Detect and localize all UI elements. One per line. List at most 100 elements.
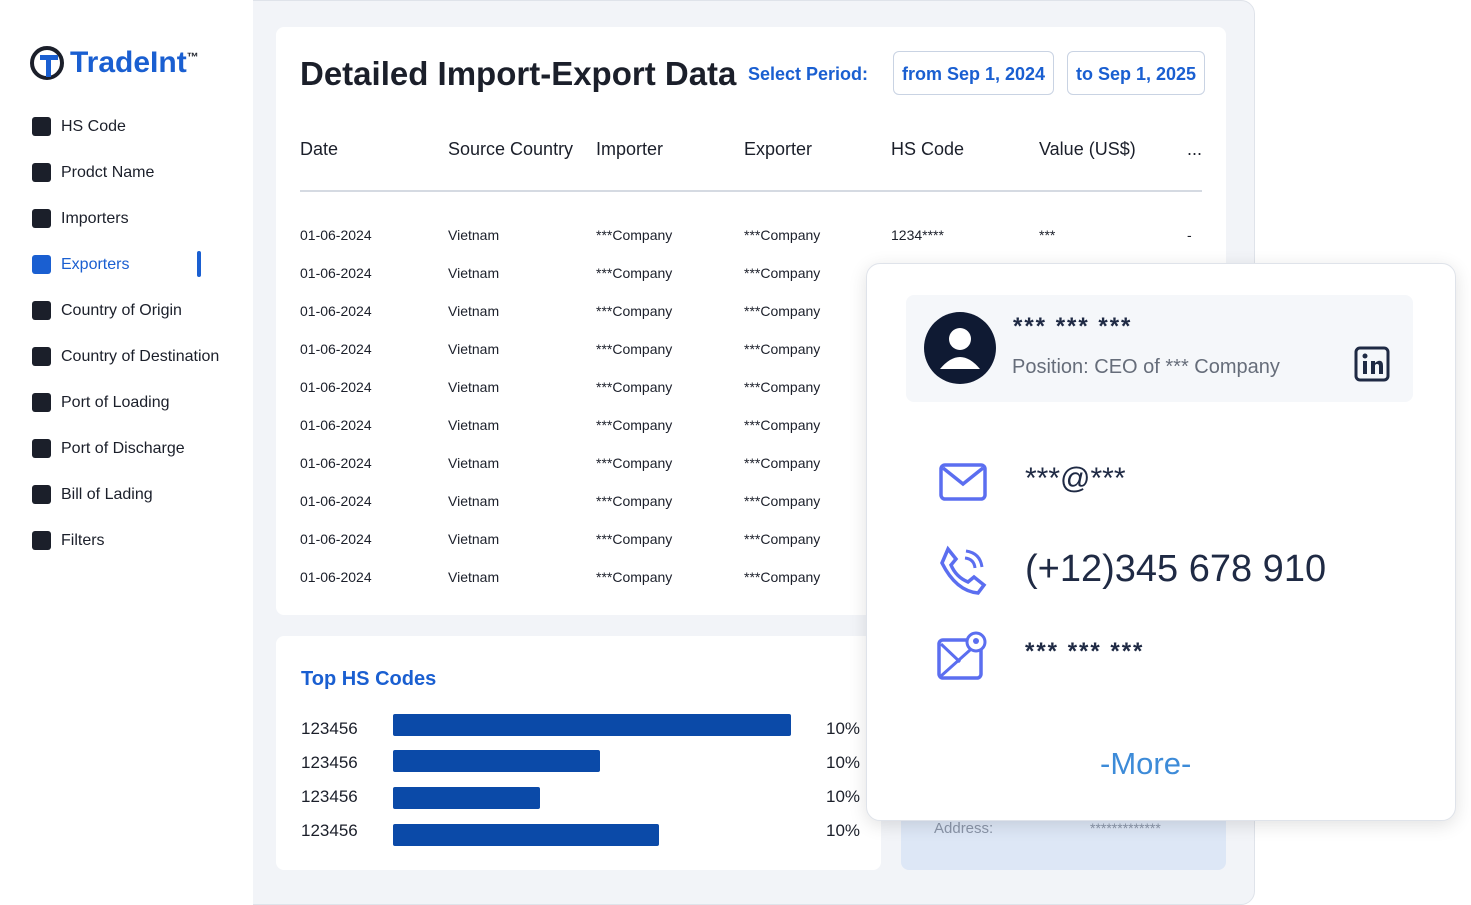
- nav-icon: [32, 209, 51, 228]
- contact-name: *** *** ***: [1013, 313, 1133, 340]
- nav-item[interactable]: Country of Destination: [61, 348, 220, 365]
- table-cell: 01-06-2024: [300, 417, 372, 433]
- contact-email: ***@***: [1025, 462, 1126, 495]
- nav-item[interactable]: Port of Loading: [61, 394, 170, 411]
- avatar: [924, 312, 996, 384]
- logo-name: TradeInt: [70, 46, 187, 79]
- table-cell: 01-06-2024: [300, 303, 372, 319]
- column-header: Source Country: [448, 139, 574, 159]
- hs-bar: [393, 787, 540, 809]
- table-cell: ***Company: [744, 417, 821, 433]
- table-cell: -: [1187, 227, 1192, 243]
- hs-code: 123456: [301, 753, 358, 772]
- table-cell: Vietnam: [448, 265, 500, 281]
- hs-share: 10%: [826, 787, 861, 806]
- address-icon: [937, 631, 987, 680]
- hs-bar: [393, 824, 659, 846]
- table-cell: 01-06-2024: [300, 227, 372, 243]
- table-cell: ***Company: [596, 265, 673, 281]
- table-cell: ***Company: [744, 303, 821, 319]
- table-cell: Vietnam: [448, 379, 500, 395]
- table-cell: ***Company: [744, 227, 821, 243]
- nav-item[interactable]: Exporters: [61, 256, 130, 273]
- table-cell: ***Company: [596, 493, 673, 509]
- nav-icon: [32, 255, 51, 274]
- table-cell: Vietnam: [448, 569, 500, 585]
- table-cell: ***Company: [744, 569, 821, 585]
- hs-code: 123456: [301, 787, 358, 806]
- hs-title: Top HS Codes: [301, 668, 437, 690]
- hs-share: 10%: [826, 719, 861, 738]
- table-cell: Vietnam: [448, 341, 500, 357]
- active-indicator: [197, 251, 201, 277]
- table-cell: ***Company: [596, 303, 673, 319]
- table-cell: ***Company: [596, 417, 673, 433]
- date-to[interactable]: to Sep 1, 2025: [1067, 51, 1206, 95]
- trademark: ™: [186, 50, 199, 64]
- column-header: Value (US$): [1039, 139, 1136, 159]
- column-header: Importer: [596, 139, 664, 159]
- column-header: HS Code: [891, 139, 965, 159]
- column-header: ...: [1187, 139, 1203, 159]
- header-rule: [300, 190, 1202, 192]
- address-value: *************: [1090, 820, 1161, 836]
- nav-item[interactable]: Importers: [61, 210, 129, 227]
- table-cell: ***Company: [744, 531, 821, 547]
- table-cell: ***Company: [744, 265, 821, 281]
- hs-share: 10%: [826, 821, 861, 840]
- hs-code: 123456: [301, 821, 358, 840]
- date-from[interactable]: from Sep 1, 2024: [893, 51, 1055, 95]
- table-cell: 01-06-2024: [300, 569, 372, 585]
- column-header: Date: [300, 139, 339, 159]
- nav-icon: [32, 163, 51, 182]
- logo-icon: [30, 46, 64, 80]
- table-cell: 01-06-2024: [300, 531, 372, 547]
- nav-item[interactable]: Port of Discharge: [61, 440, 185, 457]
- table-cell: 1234****: [891, 227, 944, 243]
- table-cell: ***Company: [744, 341, 821, 357]
- page-title: Detailed Import-Export Data: [300, 55, 737, 92]
- nav-icon: [32, 531, 51, 550]
- table-cell: 01-06-2024: [300, 265, 372, 281]
- nav-icon: [32, 439, 51, 458]
- nav-item[interactable]: Filters: [61, 532, 105, 549]
- nav-icon: [32, 393, 51, 412]
- email-icon: [939, 463, 987, 501]
- table-cell: 01-06-2024: [300, 341, 372, 357]
- table-cell: ***Company: [744, 455, 821, 471]
- nav-item[interactable]: Bill of Lading: [61, 486, 153, 503]
- nav-item[interactable]: HS Code: [61, 118, 126, 135]
- table-cell: ***Company: [596, 379, 673, 395]
- nav-item[interactable]: Country of Origin: [61, 302, 182, 319]
- table-cell: 01-06-2024: [300, 493, 372, 509]
- nav-icon: [32, 117, 51, 136]
- hs-code: 123456: [301, 719, 358, 738]
- table-cell: Vietnam: [448, 227, 500, 243]
- table-cell: ***Company: [596, 455, 673, 471]
- table-cell: 01-06-2024: [300, 379, 372, 395]
- hs-bar: [393, 714, 791, 736]
- column-header: Exporter: [744, 139, 813, 159]
- table-cell: ***Company: [596, 227, 673, 243]
- address-label: Address:: [934, 820, 994, 837]
- table-cell: ***Company: [596, 531, 673, 547]
- table-cell: ***Company: [744, 379, 821, 395]
- table-cell: ***: [1039, 227, 1056, 243]
- linkedin-icon[interactable]: [1354, 346, 1390, 382]
- table-cell: Vietnam: [448, 417, 500, 433]
- nav-icon: [32, 301, 51, 320]
- table-cell: ***Company: [596, 341, 673, 357]
- contact-address: *** *** ***: [1025, 638, 1145, 665]
- table-cell: 01-06-2024: [300, 455, 372, 471]
- contact-phone: (+12)345 678 910: [1025, 548, 1327, 590]
- nav-icon: [32, 485, 51, 504]
- table-cell: ***Company: [744, 493, 821, 509]
- hs-share: 10%: [826, 753, 861, 772]
- hs-bar: [393, 750, 600, 772]
- nav-item[interactable]: Prodct Name: [61, 164, 155, 181]
- table-cell: ***Company: [596, 569, 673, 585]
- more-link[interactable]: -More-: [1100, 746, 1192, 781]
- table-cell: Vietnam: [448, 455, 500, 471]
- phone-icon: [940, 545, 987, 595]
- period-label: Select Period:: [748, 64, 869, 84]
